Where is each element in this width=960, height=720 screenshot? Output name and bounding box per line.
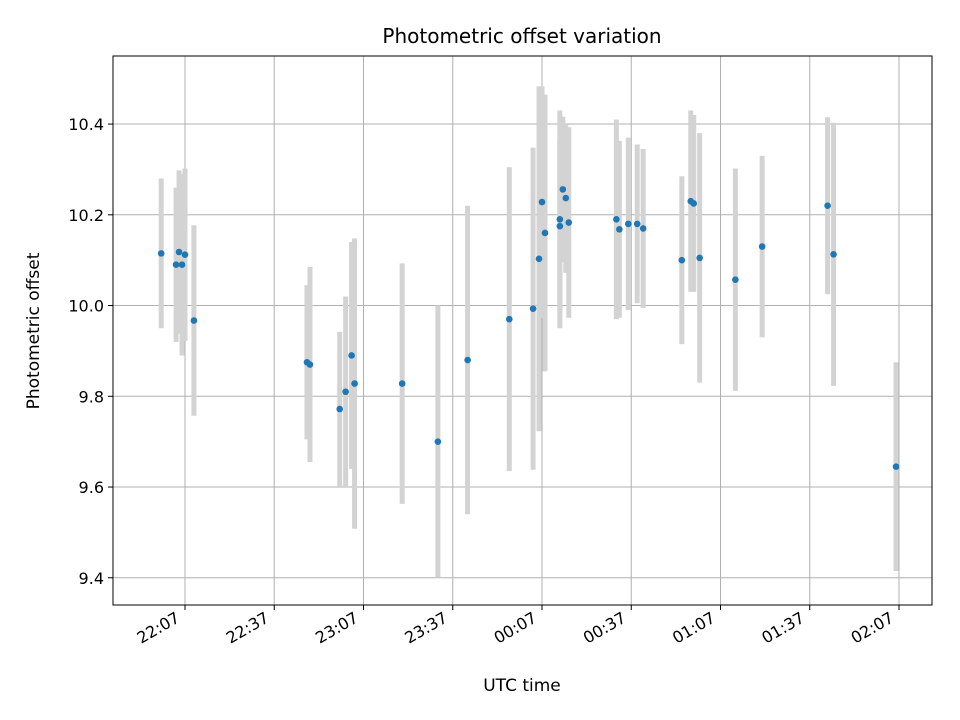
y-tick-label: 10.0 (68, 297, 104, 316)
x-axis-label: UTC time (483, 676, 561, 696)
data-point (398, 380, 406, 387)
data-point (633, 220, 641, 228)
data-point (505, 315, 513, 323)
data-point (529, 305, 537, 313)
grid-lines (113, 56, 932, 605)
data-point (178, 261, 186, 269)
data-point (190, 317, 198, 324)
y-tick-label: 10.2 (68, 206, 104, 225)
data-point (696, 254, 703, 262)
data-point (538, 198, 546, 206)
data-point (824, 202, 831, 210)
data-point (434, 438, 442, 445)
data-point (157, 250, 165, 257)
data-point (616, 226, 623, 233)
data-point (172, 261, 180, 269)
data-point (758, 243, 766, 250)
y-tick-label: 9.4 (79, 569, 104, 588)
data-point (613, 216, 620, 223)
data-point (732, 276, 739, 283)
data-point (562, 194, 570, 202)
data-point (830, 250, 837, 258)
y-tick-label: 9.8 (79, 387, 104, 406)
data-point (535, 255, 543, 263)
y-axis-label: Photometric offset (24, 252, 44, 409)
data-point (336, 405, 344, 413)
data-point (351, 380, 358, 387)
data-point (556, 216, 564, 223)
plot-frame (112, 55, 933, 606)
data-point (678, 256, 686, 264)
data-point (556, 222, 564, 230)
data-point (559, 186, 567, 193)
data-point (175, 248, 183, 256)
data-point (892, 463, 900, 470)
data-point (624, 220, 632, 228)
data-point (306, 361, 314, 368)
data-point (464, 356, 471, 364)
data-point (348, 352, 355, 359)
data-point (342, 388, 349, 396)
y-tick-label: 9.6 (79, 478, 104, 497)
data-point (181, 251, 189, 259)
data-point (565, 219, 573, 226)
y-tick-label: 10.4 (68, 115, 104, 134)
chart-title: Photometric offset variation (382, 24, 661, 48)
data-point (690, 200, 698, 207)
data-point (639, 225, 647, 232)
data-point (541, 229, 549, 237)
data-points (157, 186, 900, 470)
y-axis-ticks: 9.4 9.6 9.8 10.0 10.2 10.4 (68, 115, 113, 588)
